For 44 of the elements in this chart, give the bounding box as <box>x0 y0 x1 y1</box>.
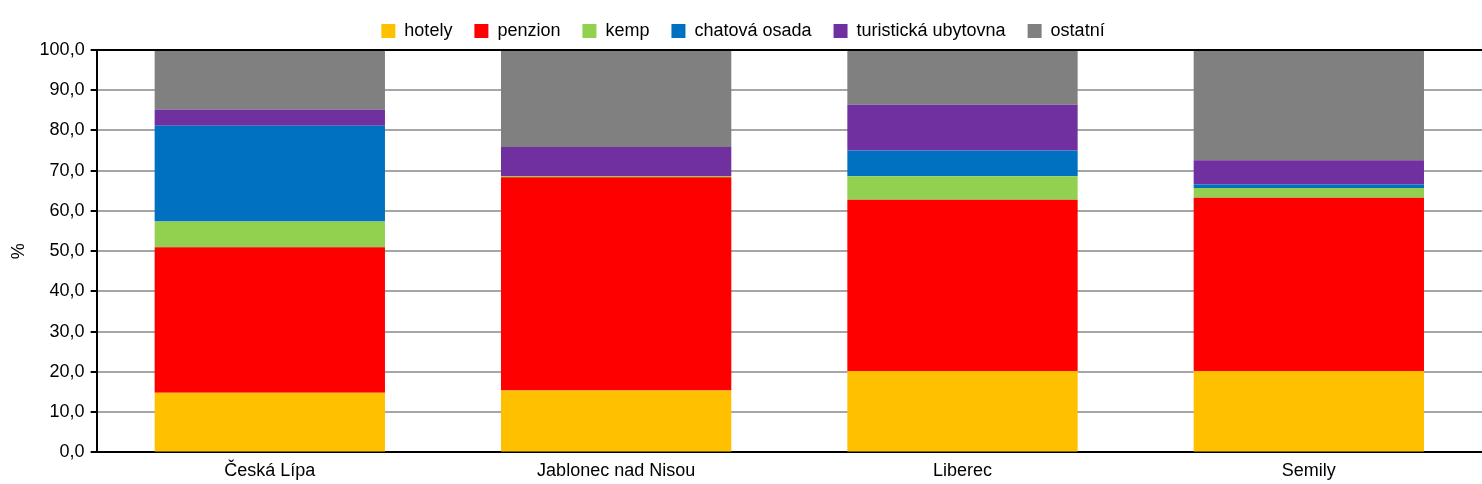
bar <box>154 247 385 393</box>
bar <box>1193 371 1424 452</box>
bar <box>1193 188 1424 198</box>
x-tick-label: Česká Lípa <box>224 459 317 481</box>
bar <box>1193 160 1424 185</box>
bar <box>154 109 385 126</box>
bar <box>154 50 385 110</box>
legend-label: kemp <box>605 19 650 40</box>
bar <box>847 176 1078 200</box>
y-tick-label: 70,0 <box>49 159 85 180</box>
legend-label: chatová osada <box>694 19 813 40</box>
bar <box>1193 50 1424 161</box>
x-tick-label: Semily <box>1281 460 1336 481</box>
legend-label: ostatní <box>1050 19 1105 40</box>
y-tick-label: 40,0 <box>49 280 85 301</box>
bar <box>847 50 1078 105</box>
bar <box>1193 197 1424 372</box>
x-tick-label: Jablonec nad Nisou <box>537 460 696 481</box>
bar <box>501 177 732 391</box>
y-tick-label: 10,0 <box>49 401 85 422</box>
x-tick-label: Liberec <box>932 460 993 481</box>
y-tick-label: 0,0 <box>59 441 85 462</box>
y-tick-label: 60,0 <box>49 199 85 220</box>
bar <box>1193 184 1424 189</box>
bar <box>501 390 732 452</box>
y-axis-title: % <box>7 243 28 260</box>
legend-label: turistická ubytovna <box>856 19 1007 40</box>
bar <box>847 371 1078 452</box>
bar <box>847 104 1078 151</box>
y-tick-label: 80,0 <box>49 119 85 140</box>
bar <box>154 392 385 452</box>
y-tick-label: 20,0 <box>49 360 85 381</box>
bar <box>154 125 385 222</box>
y-tick-label: 100,0 <box>39 38 85 59</box>
legend-label: penzion <box>497 19 561 40</box>
bar <box>154 221 385 248</box>
y-tick-label: 90,0 <box>49 79 85 100</box>
y-tick-label: 50,0 <box>49 240 85 261</box>
bar <box>501 146 732 176</box>
bar <box>847 199 1078 372</box>
bar <box>847 150 1078 177</box>
legend-label: hotely <box>404 19 453 40</box>
y-tick-label: 30,0 <box>49 320 85 341</box>
bar <box>501 50 732 147</box>
